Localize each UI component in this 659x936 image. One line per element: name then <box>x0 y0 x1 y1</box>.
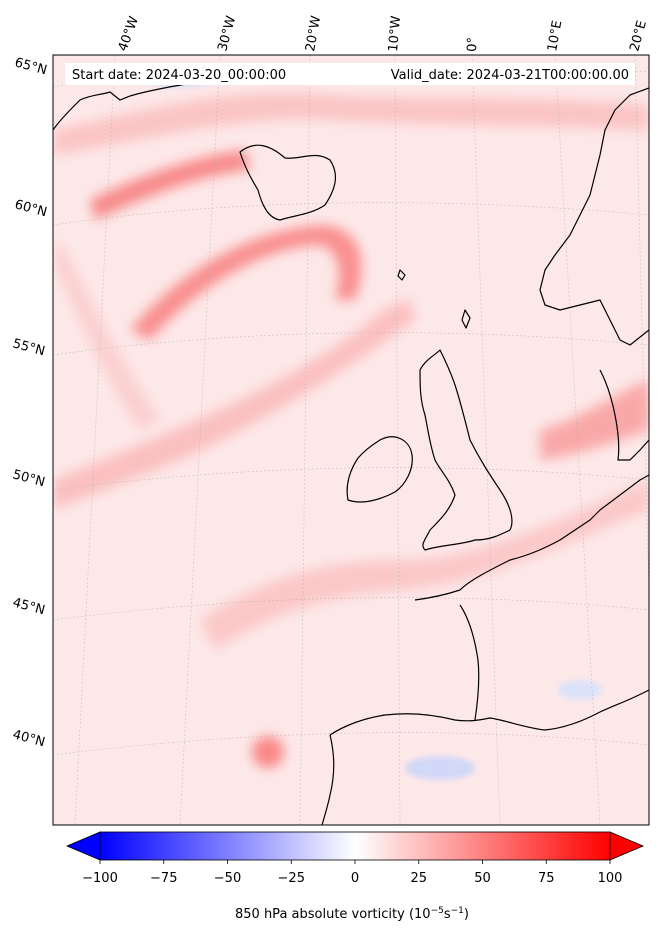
norway-coast <box>539 87 649 346</box>
vorticity-band-south <box>200 480 649 650</box>
france-coast <box>414 474 649 601</box>
header-box <box>65 63 635 85</box>
vorticity-field <box>53 92 649 768</box>
lat-label-60n: 60°N <box>13 197 49 220</box>
coastlines <box>53 79 649 825</box>
cb-tick-label: 25 <box>410 871 427 886</box>
shetland-islands <box>461 309 471 329</box>
lat-label-50n: 50°N <box>11 467 47 490</box>
greenland-coast <box>53 79 211 131</box>
lon-label-0: 0° <box>465 37 481 52</box>
cb-tick-label: −100 <box>82 871 118 886</box>
vorticity-band-atlantic <box>130 225 362 340</box>
graticule <box>53 55 649 825</box>
colorbar-label-main: 850 hPa absolute vorticity (10 <box>235 907 431 922</box>
vorticity-band-north <box>53 92 649 155</box>
cb-tick-label: −25 <box>278 871 305 886</box>
lat-label-45n: 45°N <box>11 595 47 618</box>
denmark-coast <box>599 369 649 461</box>
bay-of-biscay <box>459 604 480 721</box>
latitude-labels: 65°N 60°N 55°N 50°N 45°N 40°N <box>11 55 49 750</box>
lat-label-55n: 55°N <box>11 336 47 359</box>
colorbar-label: 850 hPa absolute vorticity (10−5s−1) <box>235 906 469 922</box>
colorbar-label-unit: s <box>444 907 451 922</box>
colorbar-label-exp1: −5 <box>431 906 444 916</box>
faroe-islands <box>397 269 406 281</box>
lon-label-10e: 10°E <box>545 19 565 52</box>
colorbar-label-end: ) <box>464 907 469 922</box>
colorbar-ticks <box>99 860 611 864</box>
negative-spot-iberia <box>405 756 475 780</box>
colorbar-right-extend <box>609 831 645 861</box>
lon-label-10w: 10°W <box>386 15 404 52</box>
vorticity-spot-sw <box>252 736 284 768</box>
cb-tick-label: 75 <box>538 871 555 886</box>
lat-label-65n: 65°N <box>13 55 49 78</box>
cb-tick-label: −75 <box>150 871 177 886</box>
lon-label-30w: 30°W <box>215 14 239 53</box>
iceland-coast <box>239 144 337 221</box>
lat-label-40n: 40°N <box>11 727 47 750</box>
cb-tick-label: 100 <box>598 871 623 886</box>
vorticity-band-scandinavia <box>540 380 649 460</box>
iberia-coast <box>329 689 649 736</box>
cb-tick-label: 0 <box>351 871 359 886</box>
colorbar: −100 −75 −50 −25 0 25 50 75 100 850 hPa … <box>65 831 645 922</box>
scotland-coast <box>419 349 513 551</box>
lon-label-20e: 20°E <box>627 19 650 53</box>
map-panel <box>53 55 649 825</box>
portugal-coast <box>321 734 335 825</box>
cb-tick-label: 50 <box>474 871 491 886</box>
colorbar-left-extend <box>65 831 101 861</box>
colorbar-tick-labels: −100 −75 −50 −25 0 25 50 75 100 <box>82 871 622 886</box>
valid-date: Valid_date: 2024-03-21T00:00:00.00 <box>391 68 629 83</box>
ireland-coast <box>346 436 413 503</box>
map-frame <box>52 54 650 826</box>
cb-tick-label: −50 <box>214 871 241 886</box>
colorbar-gradient <box>99 831 611 861</box>
start-date: Start date: 2024-03-20_00:00:00 <box>72 68 286 83</box>
vorticity-band-iceland <box>90 150 250 220</box>
vorticity-band-west <box>53 240 160 430</box>
longitude-labels: 40°W 30°W 20°W 10°W 0° 10°E 20°E <box>116 14 650 53</box>
lon-label-20w: 20°W <box>303 15 324 53</box>
lon-label-40w: 40°W <box>116 14 142 53</box>
vorticity-band-diagonal <box>53 300 415 510</box>
colorbar-label-exp2: −1 <box>451 906 464 916</box>
negative-spot-bay <box>558 680 602 700</box>
